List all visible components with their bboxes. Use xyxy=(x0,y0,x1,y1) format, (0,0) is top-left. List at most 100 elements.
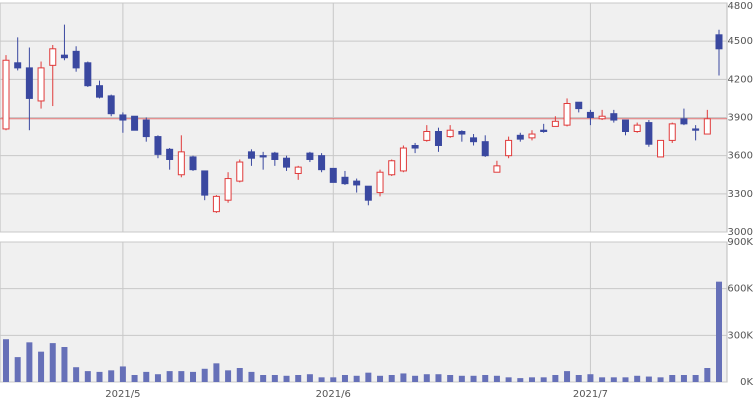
volume-bar xyxy=(295,375,302,382)
volume-bar xyxy=(400,373,407,382)
candle-body xyxy=(680,118,688,125)
volume-bar xyxy=(505,377,512,382)
candle-body xyxy=(271,152,279,160)
volume-bar xyxy=(634,375,641,382)
y-tick-label: 300K xyxy=(727,330,753,341)
volume-bar xyxy=(377,375,384,382)
volume-bar xyxy=(575,375,582,382)
volume-bar xyxy=(306,374,313,382)
volume-bar xyxy=(108,370,115,382)
volume-bar xyxy=(143,371,150,382)
candle-body xyxy=(306,152,314,160)
volume-bar xyxy=(564,371,571,382)
candle-body xyxy=(166,148,174,160)
candle-body xyxy=(621,119,629,132)
candle-body xyxy=(434,130,442,146)
volume-bar xyxy=(248,371,255,382)
volume-bar xyxy=(657,377,664,382)
candle-body xyxy=(633,124,641,132)
candle-body xyxy=(411,144,419,149)
candle-body xyxy=(598,115,606,120)
candle-body xyxy=(49,48,57,66)
volume-bar xyxy=(645,376,652,382)
candle-body xyxy=(119,114,127,121)
volume-bar xyxy=(14,357,21,382)
candle-body xyxy=(236,161,244,182)
volume-bar xyxy=(704,368,711,382)
volume-bar xyxy=(458,375,465,382)
x-tick-label: 2021/5 xyxy=(105,389,140,400)
candle-body xyxy=(470,137,478,143)
candle-body xyxy=(329,167,337,183)
candle-body xyxy=(610,113,618,121)
candle-body xyxy=(84,62,92,87)
candle-body xyxy=(575,101,583,110)
y-tick-label: 600K xyxy=(727,284,753,295)
candle-body xyxy=(189,156,197,171)
candle-body xyxy=(212,195,220,213)
volume-bar xyxy=(201,368,208,382)
candle-body xyxy=(259,155,267,158)
y-tick-label: 3600 xyxy=(728,151,753,162)
volume-bar xyxy=(540,377,547,382)
volume-bar xyxy=(61,347,68,382)
volume-bar xyxy=(84,371,91,382)
volume-bar xyxy=(330,377,337,382)
volume-bar xyxy=(692,375,699,382)
y-tick-label: 4500 xyxy=(728,36,753,47)
volume-bar xyxy=(353,375,360,382)
volume-bar xyxy=(166,371,173,382)
volume-bar xyxy=(412,375,419,382)
candle-body xyxy=(528,133,536,139)
candle-body xyxy=(563,103,571,126)
candle-body xyxy=(25,67,33,99)
candle-body xyxy=(131,115,139,131)
volume-bar xyxy=(73,367,80,382)
volume-panel xyxy=(0,241,728,383)
volume-bar xyxy=(341,375,348,382)
y-tick-label: 3000 xyxy=(728,227,753,238)
candle-body xyxy=(481,141,489,157)
volume-bar xyxy=(388,375,395,382)
candle-body xyxy=(657,139,665,158)
volume-bar xyxy=(493,375,500,382)
volume-bar xyxy=(552,375,559,382)
volume-bar xyxy=(680,375,687,382)
volume-bar xyxy=(96,371,103,382)
volume-bar xyxy=(49,343,56,382)
candle-body xyxy=(446,129,454,138)
volume-bar xyxy=(610,377,617,382)
candle-body xyxy=(224,178,232,201)
candle-body xyxy=(154,136,162,155)
y-tick-label: 0K xyxy=(740,377,753,388)
volume-bar xyxy=(528,377,535,382)
candle-body xyxy=(364,185,372,201)
candle-body xyxy=(399,147,407,172)
candle-body xyxy=(283,157,291,168)
volume-bar xyxy=(178,371,185,382)
candle-body xyxy=(645,122,653,145)
candle-body xyxy=(692,128,700,131)
candle-body xyxy=(668,123,676,141)
volume-bar xyxy=(271,375,278,382)
volume-bar xyxy=(318,377,325,382)
volume-bar xyxy=(669,375,676,382)
candle-body xyxy=(72,50,80,69)
y-tick-label: 3900 xyxy=(728,113,753,124)
volume-bar xyxy=(190,371,197,382)
candle-body xyxy=(201,170,209,196)
candle-body xyxy=(247,151,255,159)
candle-body xyxy=(388,160,396,176)
x-tick-label: 2021/7 xyxy=(573,389,608,400)
volume-bar xyxy=(38,351,45,382)
candle-body xyxy=(60,54,68,59)
candle-body xyxy=(423,130,431,141)
candle-body xyxy=(2,59,10,130)
candle-body xyxy=(551,120,559,127)
candle-body xyxy=(458,130,466,135)
volume-bar xyxy=(236,368,243,382)
candle-body xyxy=(14,62,22,69)
volume-bar xyxy=(131,375,138,382)
volume-bar xyxy=(716,281,722,382)
